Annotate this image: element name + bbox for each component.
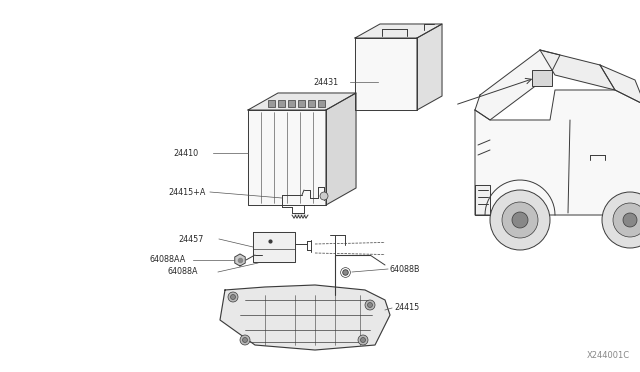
Text: 64088AA: 64088AA (150, 256, 186, 264)
Text: 64088A: 64088A (168, 267, 198, 276)
Circle shape (512, 212, 528, 228)
Circle shape (613, 203, 640, 237)
Circle shape (240, 335, 250, 345)
Bar (308, 100, 315, 107)
Bar (532, 70, 552, 86)
Bar (278, 100, 285, 107)
Text: 24415+A: 24415+A (168, 187, 205, 196)
Circle shape (365, 300, 375, 310)
Polygon shape (235, 254, 245, 266)
Bar (268, 100, 275, 107)
Text: 24415: 24415 (394, 304, 419, 312)
Circle shape (360, 337, 365, 343)
Polygon shape (253, 232, 295, 262)
Polygon shape (248, 93, 356, 110)
Circle shape (602, 192, 640, 248)
Polygon shape (220, 285, 390, 350)
Polygon shape (248, 110, 326, 205)
Circle shape (367, 302, 372, 308)
Circle shape (228, 292, 238, 302)
Bar (288, 100, 295, 107)
Polygon shape (326, 93, 356, 205)
Bar (298, 100, 305, 107)
Polygon shape (355, 24, 442, 38)
Text: X244001C: X244001C (587, 351, 630, 360)
Circle shape (358, 335, 368, 345)
Polygon shape (475, 185, 490, 215)
Polygon shape (355, 38, 417, 110)
Polygon shape (475, 90, 640, 215)
Circle shape (502, 202, 538, 238)
Polygon shape (475, 50, 560, 120)
Text: 24431: 24431 (313, 77, 338, 87)
Circle shape (623, 213, 637, 227)
Circle shape (243, 337, 248, 343)
Polygon shape (417, 24, 442, 110)
Text: 64088B: 64088B (390, 264, 420, 273)
Bar (318, 100, 325, 107)
Circle shape (490, 190, 550, 250)
Text: 24457: 24457 (178, 234, 204, 244)
Circle shape (230, 295, 236, 299)
Polygon shape (540, 50, 615, 90)
Text: 24410: 24410 (173, 148, 198, 157)
Circle shape (320, 192, 328, 200)
Polygon shape (600, 65, 640, 105)
